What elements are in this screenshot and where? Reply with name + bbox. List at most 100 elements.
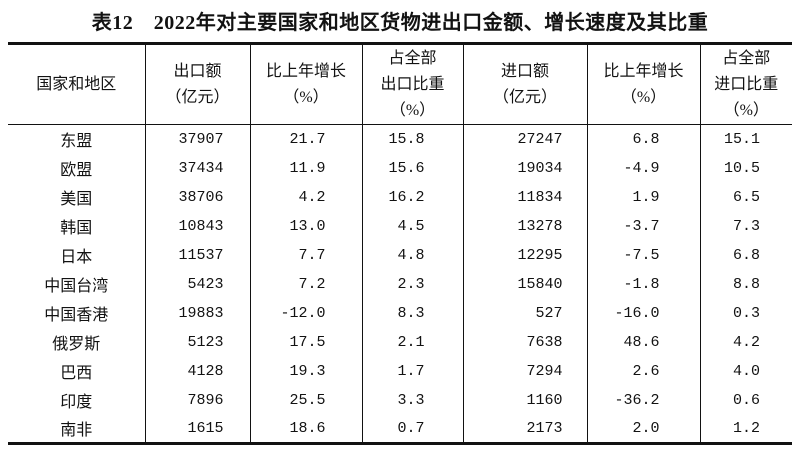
table-row: 南非 1615 18.6 0.7 2173 2.0 1.2 [8,414,792,444]
cell-import-value: 12295 [463,240,588,270]
cell-export-share: 3.3 [362,385,464,415]
table-row: 欧盟 37434 11.9 15.6 19034 -4.9 10.5 [8,153,792,183]
header-line: 比上年增长 [265,62,346,80]
cell-import-growth: 1.9 [587,182,701,212]
cell-import-growth: 2.0 [587,414,701,444]
cell-export-value: 1615 [145,414,251,444]
header-line: 进口比重 [714,75,779,93]
cell-import-share: 6.5 [732,188,760,206]
table-row: 东盟 37907 21.7 15.8 27247 6.8 15.1 [8,124,792,154]
cell-import-growth: -3.7 [587,211,701,241]
table-header: 国家和地区 出口额 （亿元） 比上年增长 （%） 占全部 出口比重 （%） 进口… [8,43,792,125]
cell-region: 中国台湾 [8,269,146,299]
cell-import-share: 8.8 [732,275,760,293]
col-header-export-share: 占全部 出口比重 （%） [362,43,464,125]
header-line: （%） [389,101,436,119]
cell-export-value: 10843 [145,211,251,241]
cell-region: 日本 [8,240,146,270]
cell-import-share: 10.5 [723,159,760,177]
cell-region: 欧盟 [8,153,146,183]
cell-export-growth: -12.0 [250,298,363,328]
cell-import-value: 527 [463,298,588,328]
cell-export-share: 4.8 [362,240,464,270]
cell-export-share: 0.7 [362,414,464,444]
cell-import-value: 1160 [463,385,588,415]
cell-import-value: 11834 [463,182,588,212]
header-line: 占全部 [388,49,437,67]
header-row: 国家和地区 出口额 （亿元） 比上年增长 （%） 占全部 出口比重 （%） 进口… [8,43,792,125]
cell-import-share: 7.3 [732,217,760,235]
table-body: 东盟 37907 21.7 15.8 27247 6.8 15.1 欧盟 374… [8,124,792,444]
table-row: 印度 7896 25.5 3.3 1160 -36.2 0.6 [8,385,792,415]
header-line: （%） [283,88,329,106]
cell-import-share: 0.3 [732,304,760,322]
header-line: （亿元） [165,88,230,106]
cell-export-share: 2.1 [362,327,464,357]
cell-export-value: 11537 [145,240,251,270]
cell-import-growth: 2.6 [587,356,701,386]
cell-export-value: 5423 [145,269,251,299]
cell-export-share: 16.2 [362,182,464,212]
table-row: 日本 11537 7.7 4.8 12295 -7.5 6.8 [8,240,792,270]
cell-import-share: 1.2 [732,419,760,437]
table-row: 韩国 10843 13.0 4.5 13278 -3.7 7.3 [8,211,792,241]
header-line: 进口额 [500,62,549,80]
cell-region: 东盟 [8,124,146,154]
header-line: （%） [620,88,667,106]
header-line: 出口比重 [380,75,445,93]
cell-export-growth: 25.5 [250,385,363,415]
col-header-import-growth: 比上年增长 （%） [587,43,701,125]
col-header-import-value: 进口额 （亿元） [463,43,588,125]
cell-export-growth: 21.7 [250,124,363,154]
cell-import-value: 7638 [463,327,588,357]
cell-export-growth: 17.5 [250,327,363,357]
table-title: 表12 2022年对主要国家和地区货物进出口金额、增长速度及其比重 [91,12,709,34]
cell-import-growth: -7.5 [587,240,701,270]
cell-export-growth: 11.9 [250,153,363,183]
header-line: （亿元） [492,88,557,106]
cell-region: 中国香港 [8,298,146,328]
cell-import-value: 13278 [463,211,588,241]
table-row: 巴西 4128 19.3 1.7 7294 2.6 4.0 [8,356,792,386]
cell-export-value: 5123 [145,327,251,357]
cell-import-growth: -36.2 [587,385,701,415]
table-row: 俄罗斯 5123 17.5 2.1 7638 48.6 4.2 [8,327,792,357]
cell-export-value: 37907 [145,124,251,154]
col-header-import-share: 占全部 进口比重 （%） [700,43,792,125]
cell-export-value: 4128 [145,356,251,386]
cell-import-share: 15.1 [723,130,760,148]
cell-import-growth: 6.8 [587,124,701,154]
cell-export-share: 1.7 [362,356,464,386]
cell-region: 巴西 [8,356,146,386]
cell-import-growth: -4.9 [587,153,701,183]
cell-import-growth: -16.0 [587,298,701,328]
header-line: 比上年增长 [603,62,684,80]
cell-export-value: 38706 [145,182,251,212]
cell-region: 美国 [8,182,146,212]
cell-region: 韩国 [8,211,146,241]
cell-import-share: 4.0 [732,362,760,380]
cell-export-growth: 18.6 [250,414,363,444]
trade-table: 国家和地区 出口额 （亿元） 比上年增长 （%） 占全部 出口比重 （%） 进口… [8,42,792,445]
cell-import-share: 6.8 [732,246,760,264]
table-row: 中国台湾 5423 7.2 2.3 15840 -1.8 8.8 [8,269,792,299]
cell-import-share: 4.2 [732,333,760,351]
cell-region: 俄罗斯 [8,327,146,357]
cell-export-share: 15.6 [362,153,464,183]
cell-import-growth: -1.8 [587,269,701,299]
cell-import-share: 0.6 [732,391,760,409]
col-header-export-growth: 比上年增长 （%） [250,43,363,125]
header-line: （%） [723,101,769,119]
cell-import-value: 27247 [463,124,588,154]
table-row: 中国香港 19883 -12.0 8.3 527 -16.0 0.3 [8,298,792,328]
cell-export-share: 15.8 [362,124,464,154]
cell-region: 南非 [8,414,146,444]
table-row: 美国 38706 4.2 16.2 11834 1.9 6.5 [8,182,792,212]
cell-export-growth: 4.2 [250,182,363,212]
col-header-region: 国家和地区 [8,43,146,125]
header-line: 占全部 [722,49,771,67]
col-header-export-value: 出口额 （亿元） [145,43,251,125]
cell-export-value: 19883 [145,298,251,328]
cell-import-value: 2173 [463,414,588,444]
